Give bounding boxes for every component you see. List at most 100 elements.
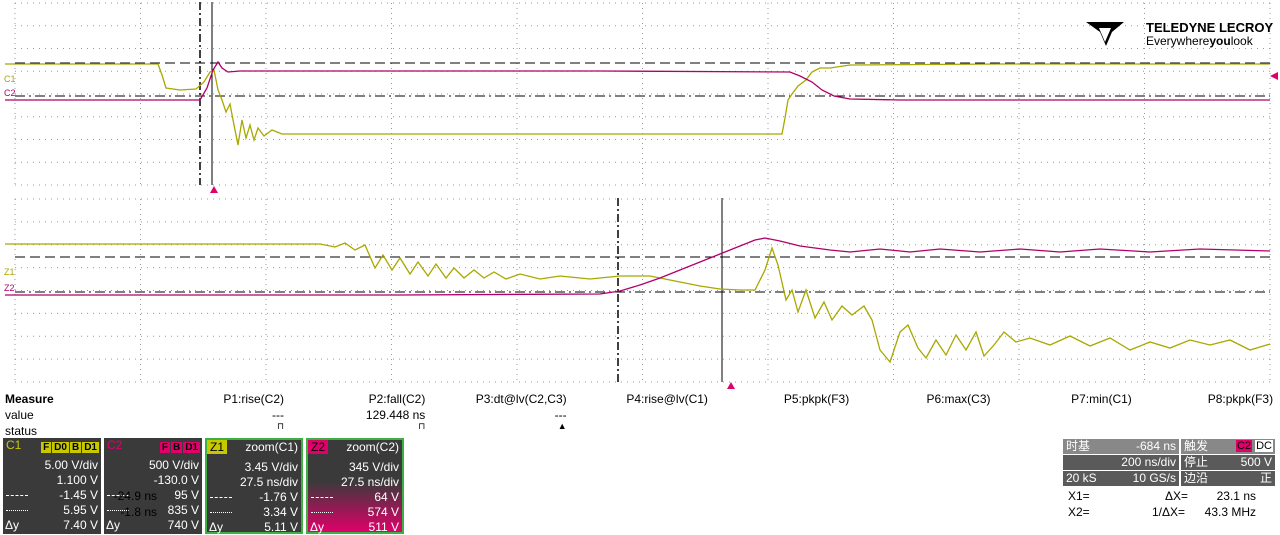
status-icon: ⊓ <box>418 421 426 431</box>
dx-label: ΔX= <box>1165 489 1189 503</box>
cursor-value: -1.76 V <box>259 490 298 504</box>
delta-value: 740 V <box>167 518 199 532</box>
tb-header: 时基 -684 ns <box>1063 439 1179 454</box>
channel-label: C1 <box>3 438 25 452</box>
trace-label: C1 <box>4 74 16 84</box>
status-icon: ▲ <box>557 421 567 431</box>
cursor-style <box>107 495 129 496</box>
inv: 43.3 MHz <box>1204 505 1256 519</box>
cursor-style <box>6 495 28 496</box>
channel-setting: 500 V/div <box>148 458 199 472</box>
delta-value: 7.40 V <box>63 518 98 532</box>
param-name: P1:rise(C2) <box>223 392 284 406</box>
x2: -1.8 ns <box>120 505 157 519</box>
channel-tag: D0 <box>52 442 69 453</box>
channel-box: Z1 zoom(C1) 3.45 V/div 27.5 ns/div -1.76 V 3.… <box>205 438 303 534</box>
cursor-value: -1.45 V <box>59 488 98 502</box>
cursor-value: 64 V <box>374 490 399 504</box>
param-name: P5:pkpk(F3) <box>783 392 850 406</box>
inv-label: 1/ΔX= <box>1152 505 1186 519</box>
cursor-style <box>311 497 333 498</box>
row-label: status <box>5 424 38 438</box>
channel-tag: F <box>41 442 52 453</box>
tb-scale: 200 ns/div <box>1121 455 1176 469</box>
tb-row: 200 ns/div <box>1063 455 1179 470</box>
cursor-style <box>311 512 333 513</box>
channel-label: C2 <box>104 438 126 452</box>
cursors <box>15 2 1270 382</box>
measure-title: Measure <box>5 392 54 406</box>
channel-tags: F B D1 <box>159 439 200 453</box>
delta-label: Δy <box>5 518 20 532</box>
trig-slope: 正 <box>1259 471 1272 485</box>
channel-tags: F D0 B D1 <box>40 439 99 453</box>
scope-display: C1 C2 Z1 Z2 TELEDYNE LECROY Everywhereyo… <box>4 2 1278 389</box>
channel-setting: 5.00 V/div <box>44 458 98 472</box>
channel-tag: B <box>69 442 82 453</box>
trig-label: 触发 <box>1184 439 1209 453</box>
param-name: P2:fall(C2) <box>368 392 426 406</box>
channel-setting: 1.100 V <box>56 473 98 487</box>
trig-source: C2 <box>1235 440 1253 452</box>
channel-box: C1 F D0 B D1 5.00 V/div 1.100 V -1.45 V 5.95 V Δy… <box>3 438 101 534</box>
cursor-value: 3.34 V <box>263 505 298 519</box>
trig-slope-label: 边沿 <box>1184 471 1209 485</box>
channel-setting: -130.0 V <box>153 473 199 487</box>
cursor-value: 95 V <box>174 488 199 502</box>
trig-coupling: DC <box>1255 440 1273 452</box>
channel-box: Z2 zoom(C2) 345 V/div 27.5 ns/div 64 V 574 V Δ… <box>306 438 404 534</box>
x2-label: X2= <box>1068 505 1090 519</box>
waveform-z1 <box>5 242 1271 364</box>
param-name: P3:dt@lv(C2,C3) <box>475 392 567 406</box>
channel-setting: 27.5 ns/div <box>239 475 298 489</box>
channel-setting: 345 V/div <box>348 460 399 474</box>
trigger-marker <box>727 382 735 389</box>
cursor-value: 5.95 V <box>63 503 98 517</box>
x1: -24.9 ns <box>113 489 157 503</box>
waveform-c1 <box>5 63 1270 146</box>
level-marker <box>1270 72 1278 80</box>
delta-value: 511 V <box>368 520 399 534</box>
tb-rate: 10 GS/s <box>1132 471 1176 485</box>
trig-row: 停止 500 V <box>1181 455 1275 470</box>
graticule <box>14 2 1271 383</box>
trig-row: 边沿 正 <box>1181 471 1275 486</box>
tb-label: 时基 <box>1066 439 1091 453</box>
param-name: P7:min(C1) <box>1071 392 1132 406</box>
param-name: P6:max(C3) <box>926 392 991 406</box>
cursor-value: 574 V <box>367 505 399 519</box>
channel-setting: 27.5 ns/div <box>340 475 399 489</box>
delta-label: Δy <box>310 520 325 534</box>
param-name: P8:pkpk(F3) <box>1207 392 1274 406</box>
param-value: --- <box>272 408 284 422</box>
tb-row: 20 kS 10 GS/s <box>1063 471 1179 486</box>
row-label: value <box>5 408 34 422</box>
cursor-style <box>210 497 232 498</box>
waveform-c2 <box>5 60 1270 101</box>
cursor-style <box>210 512 232 513</box>
trace-label: Z1 <box>4 267 15 277</box>
tb-samples: 20 kS <box>1066 471 1097 485</box>
trace-label: Z2 <box>4 283 15 293</box>
param-value: 129.448 ns <box>365 408 426 422</box>
waveform-z2 <box>5 237 1271 296</box>
logo: TELEDYNE LECROY Everywhereyoulook <box>1086 20 1273 48</box>
trig-level: 500 V <box>1240 455 1272 469</box>
trig-state: 停止 <box>1184 455 1209 469</box>
cursor-value: 835 V <box>167 503 199 517</box>
channel-tag: F <box>159 442 170 453</box>
tb-delay: -684 ns <box>1135 439 1176 453</box>
channel-tag: B <box>170 442 183 453</box>
channel-title: zoom(C1) <box>245 440 298 454</box>
trig-header: 触发 C2 DC <box>1181 439 1275 454</box>
channel-label: Z2 <box>308 440 329 454</box>
delta-value: 5.11 V <box>264 520 298 534</box>
cursor-style <box>107 510 129 511</box>
trigger-marker <box>210 186 218 193</box>
trace-label: C2 <box>4 88 16 98</box>
delta-label: Δy <box>106 518 121 532</box>
channel-tag: D1 <box>183 442 200 453</box>
x1-label: X1= <box>1068 489 1090 503</box>
channel-label: Z1 <box>207 440 228 454</box>
